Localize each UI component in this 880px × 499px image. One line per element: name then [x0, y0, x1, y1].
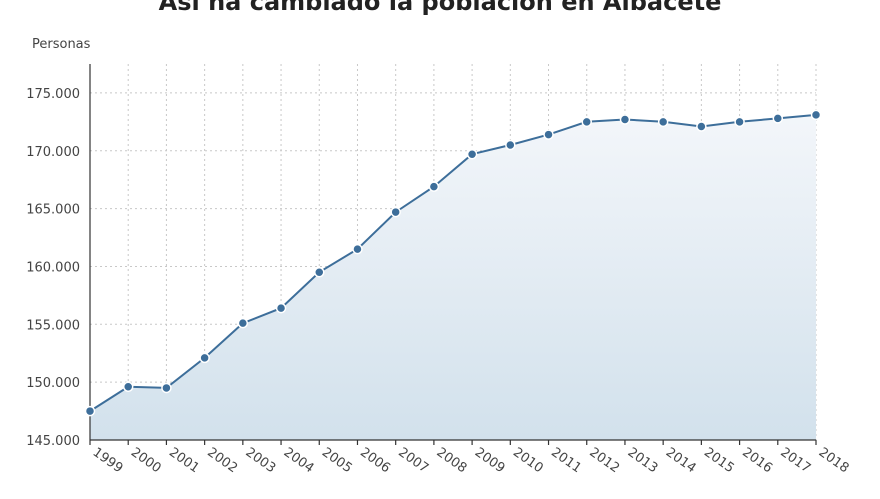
y-tick-label: 145.000 [26, 434, 80, 449]
data-point-2008[interactable] [428, 181, 440, 192]
data-point-2007[interactable] [390, 206, 401, 218]
x-tick-label: 2000 [128, 445, 164, 476]
y-tick-label: 150.000 [26, 376, 80, 391]
data-point-1999[interactable] [84, 405, 96, 417]
points-layer [84, 109, 822, 417]
data-point-2010[interactable] [505, 139, 516, 151]
axes [89, 64, 817, 445]
x-tick-label: 2001 [166, 445, 202, 476]
data-point-2009[interactable] [466, 148, 478, 160]
data-point-2017[interactable] [772, 113, 784, 124]
data-point-2005[interactable] [314, 266, 325, 278]
x-tick-label: 2003 [243, 445, 279, 476]
x-tick-label: 2010 [510, 445, 546, 476]
x-tick-label: 2016 [739, 445, 775, 476]
data-point-2018[interactable] [810, 109, 822, 121]
y-tick-label: 160.000 [26, 260, 80, 275]
x-tick-label: 2009 [472, 445, 508, 476]
x-tick-label: 2007 [395, 445, 431, 476]
data-point-2001[interactable] [161, 382, 172, 394]
x-tick-label: 2006 [357, 445, 393, 476]
x-tick-label: 2004 [281, 445, 317, 476]
y-tick-label: 155.000 [26, 318, 80, 333]
x-tick-label: 2005 [319, 445, 355, 476]
data-point-2012[interactable] [581, 116, 592, 128]
chart-title: Así ha cambiado la población en Albacete [159, 0, 722, 16]
x-tick-label: 2008 [434, 445, 470, 476]
data-point-2006[interactable] [352, 243, 363, 255]
x-tick-label: 2011 [548, 445, 584, 476]
x-tick-label: 2018 [816, 445, 852, 476]
x-ticks: 1999 2000 2001 2002 2003 2004 2005 2006 2007 2008… [90, 445, 852, 476]
x-tick-label: 2012 [586, 445, 622, 476]
area-layer [90, 114, 816, 441]
y-ticks: 145.000 150.000 155.000 160.000 165.000 170.0… [26, 87, 80, 449]
data-point-2016[interactable] [734, 116, 745, 128]
data-point-2015[interactable] [696, 121, 707, 132]
data-point-2011[interactable] [543, 129, 554, 140]
data-point-2002[interactable] [199, 352, 210, 364]
data-point-2014[interactable] [657, 116, 669, 128]
x-tick-label: 2014 [663, 445, 699, 476]
data-point-2003[interactable] [237, 317, 249, 329]
y-tick-label: 175.000 [26, 87, 80, 102]
x-tick-label: 1999 [90, 445, 126, 476]
series-area-fill [90, 114, 816, 441]
x-tick-label: 2002 [204, 445, 240, 476]
data-point-2004[interactable] [275, 302, 287, 314]
data-point-2013[interactable] [619, 114, 631, 125]
y-axis-label: Personas [32, 37, 91, 52]
y-tick-label: 170.000 [26, 145, 80, 160]
y-tick-label: 165.000 [26, 203, 80, 218]
series-line [89, 113, 817, 412]
x-tick-label: 2015 [701, 445, 737, 476]
series-layer [89, 113, 817, 412]
x-tick-label: 2017 [777, 445, 813, 476]
data-point-2000[interactable] [122, 381, 134, 393]
x-tick-label: 2013 [625, 445, 661, 476]
